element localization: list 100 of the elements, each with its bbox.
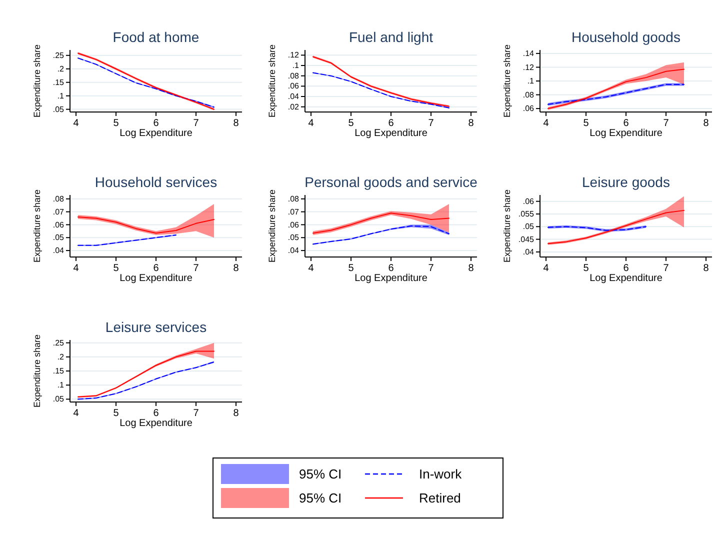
y-tick-label: .15 [52,78,65,87]
line-series [78,350,214,398]
y-tick-label: .08 [288,71,300,80]
x-tick-label: 6 [153,118,160,129]
x-axis-title: Log Expenditure [354,273,428,284]
x-axis-title: Log Expenditure [120,418,193,429]
x-tick-label: 7 [663,263,670,274]
y-tick-label: .04 [288,246,300,256]
y-tick-label: .04 [52,246,65,256]
legend-label: Retired [419,490,461,506]
x-tick-label: 8 [703,118,710,129]
y-tick-label: .06 [288,220,300,230]
text: 95% CI [299,466,342,482]
x-tick-label: 8 [233,118,240,129]
x-tick-label: 5 [583,118,590,129]
y-axis-title: Expenditure share [502,44,512,118]
y-tick-label: .12 [288,50,300,60]
x-tick-label: 6 [388,118,394,129]
x-axis-title: Log Expenditure [590,128,663,139]
y-tick-label: .1 [57,91,65,100]
y-axis-title: Expenditure share [32,189,42,263]
y-tick-label: .055 [518,210,535,219]
x-tick-label: 4 [73,118,80,129]
legend-label: In-work [419,466,462,482]
x-tick-label: 5 [348,263,354,274]
y-axis-title: Expenditure share [267,44,277,118]
y-tick-label: .08 [288,194,300,204]
y-tick-label: .04 [522,248,535,256]
x-axis-title: Log Expenditure [590,273,663,284]
y-tick-label: .15 [52,366,65,376]
y-tick-label: .07 [288,207,300,216]
y-tick-label: .25 [52,338,65,348]
line-series [312,212,450,234]
x-axis-title: Log Expenditure [120,273,193,284]
y-axis-title: Expenditure share [267,189,277,263]
y-tick-label: .06 [522,196,535,206]
x-tick-label: 8 [703,263,710,274]
y-tick-label: .05 [288,233,300,242]
y-tick-label: .25 [52,50,65,60]
x-tick-label: 5 [348,118,354,129]
y-tick-label: .06 [52,220,65,230]
x-tick-label: 5 [113,408,120,419]
y-tick-label: .04 [288,92,300,102]
chart-title: Leisure services [105,319,207,335]
y-tick-label: .12 [522,62,535,72]
x-tick-label: 8 [468,263,474,274]
x-tick-label: 5 [583,263,590,274]
x-tick-label: 5 [113,118,120,129]
chart-title: Food at home [112,29,200,45]
x-tick-label: 6 [153,263,160,274]
x-tick-label: 7 [193,408,200,419]
x-axis-title: Log Expenditure [354,128,428,139]
y-tick-label: .2 [57,352,65,362]
x-tick-label: 4 [543,118,550,129]
x-tick-label: 4 [308,263,314,274]
y-tick-label: .06 [288,82,300,91]
x-tick-label: 4 [308,118,314,129]
chart-title: Leisure goods [582,174,670,190]
chart-title: Household goods [572,29,680,45]
x-tick-label: 4 [73,263,80,274]
y-tick-label: .05 [522,222,535,232]
x-tick-label: 7 [428,263,434,274]
chart-title: Household services [94,174,218,190]
x-tick-label: 6 [623,263,630,274]
y-tick-label: .05 [52,394,65,404]
y-axis-title: Expenditure share [32,44,42,118]
x-tick-label: 7 [193,118,200,129]
x-tick-label: 7 [663,118,670,129]
chart-title: Fuel and light [348,29,434,45]
x-tick-label: 6 [388,263,394,274]
x-tick-label: 6 [623,118,630,129]
y-tick-label: .1 [527,76,535,86]
x-axis-title: Log Expenditure [120,128,193,139]
y-tick-label: .1 [57,380,65,390]
y-tick-label: .06 [522,104,535,114]
x-tick-label: 8 [233,263,240,274]
y-tick-label: .2 [57,64,65,74]
text: 95% CI [299,490,342,506]
y-tick-label: .05 [52,233,65,242]
line-series [78,216,214,234]
line-series [548,68,684,110]
chart-title: Personal goods and service [304,174,478,190]
y-tick-label: .08 [522,90,535,100]
x-tick-label: 4 [73,408,80,419]
y-tick-label: .14 [522,49,535,58]
x-tick-label: 8 [233,408,240,419]
x-tick-label: 4 [543,263,550,274]
y-tick-label: .1 [292,61,300,70]
line-series [548,210,684,244]
y-axis-title: Expenditure share [502,189,512,263]
x-tick-label: 7 [428,118,434,129]
x-tick-label: 5 [113,263,120,274]
y-tick-label: .07 [52,207,65,216]
x-tick-label: 7 [193,263,200,274]
y-axis-title: Expenditure share [32,334,42,408]
y-tick-label: .045 [518,234,535,244]
y-tick-label: .02 [288,102,300,112]
y-tick-label: .08 [52,194,65,204]
x-tick-label: 8 [468,118,474,129]
y-tick-label: .05 [52,104,65,114]
